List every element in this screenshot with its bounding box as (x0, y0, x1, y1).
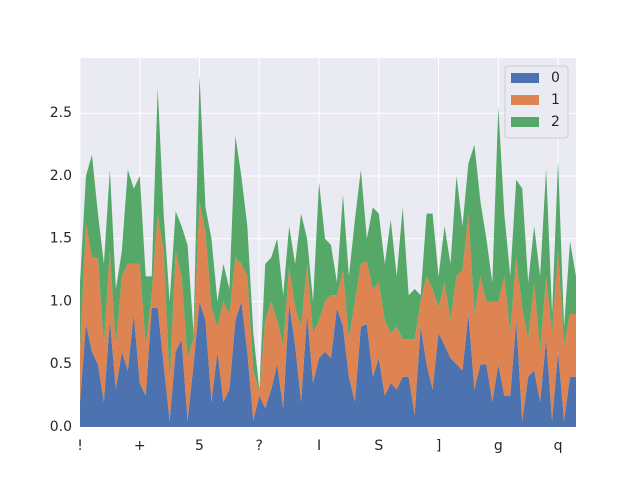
x-tick-label: S (374, 438, 383, 454)
area (80, 75, 576, 392)
y-tick-label: 0.5 (50, 356, 72, 372)
y-tick-label: 1.0 (50, 293, 72, 309)
legend-label: 2 (551, 114, 560, 130)
x-tick-label: g (494, 438, 503, 454)
area (80, 201, 576, 421)
y-tick-label: 2.0 (50, 168, 72, 184)
y-tick-label: 0.0 (50, 419, 72, 435)
x-tick-label: ! (77, 438, 83, 454)
y-tick-label: 1.5 (50, 231, 72, 247)
x-tick-label: + (134, 438, 146, 454)
legend-swatch (511, 73, 539, 83)
area (80, 301, 576, 427)
x-tick-label: I (317, 438, 321, 454)
x-tick-label: ] (436, 438, 441, 454)
y-tick-label: 2.5 (50, 105, 72, 121)
x-tick-label: q (554, 438, 563, 454)
x-tick-label: 5 (195, 438, 204, 454)
legend-label: 1 (551, 92, 560, 108)
legend-swatch (511, 117, 539, 127)
x-tick-label: ? (256, 438, 263, 454)
legend-swatch (511, 95, 539, 105)
legend-label: 0 (551, 70, 560, 86)
